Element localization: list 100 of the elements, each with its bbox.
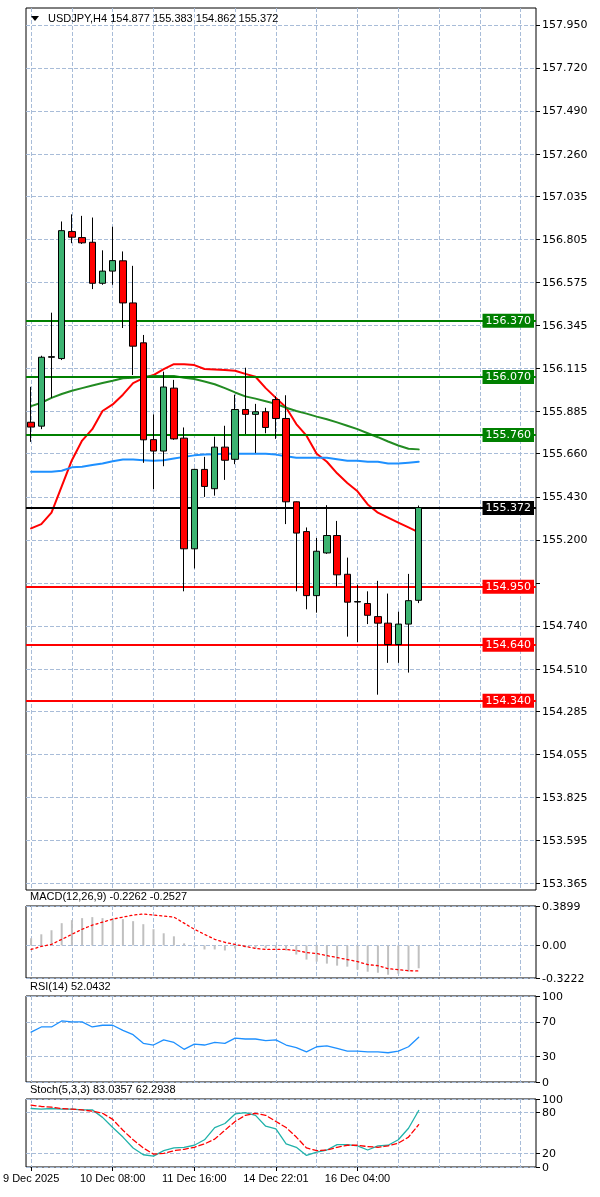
candlestick	[89, 217, 96, 290]
bar	[376, 945, 379, 973]
y-tick-label: 156.805	[542, 232, 588, 246]
ref-line-label: 154.340	[485, 694, 531, 708]
bar	[366, 945, 369, 972]
bar	[315, 945, 318, 962]
candlestick	[119, 250, 127, 329]
bar	[325, 945, 328, 964]
candlestick	[395, 611, 402, 664]
bar	[162, 933, 165, 946]
y-tick-label: 153.595	[542, 833, 588, 847]
y-tick-label: 0	[542, 1160, 549, 1174]
candlestick	[364, 590, 371, 625]
candlestick	[231, 394, 239, 465]
y-tick-label: 156.115	[542, 361, 588, 375]
x-tick-label: 14 Dec 22:01	[243, 1171, 309, 1184]
candlestick	[38, 355, 45, 430]
bar	[203, 945, 206, 950]
candlestick	[109, 226, 116, 286]
y-tick-label: 155.660	[542, 447, 588, 461]
bar	[387, 945, 390, 975]
candlestick	[242, 367, 249, 435]
bar	[121, 919, 124, 946]
chart-title: Stoch(5,3,3) 83.0357 62.2938	[30, 1082, 176, 1095]
y-tick-label: 30	[542, 1049, 556, 1063]
y-tick-label: 154.740	[542, 619, 588, 633]
y-tick-label: 156.345	[542, 318, 588, 332]
y-tick-label: 157.260	[542, 147, 588, 161]
bar	[132, 921, 135, 946]
line-series	[30, 913, 420, 972]
candlestick	[211, 436, 218, 497]
candlestick	[170, 379, 178, 441]
ref-line-label: 155.760	[485, 428, 531, 442]
bar	[234, 945, 237, 949]
y-tick-label: 70	[542, 1015, 556, 1029]
line-series	[30, 374, 420, 451]
bar	[407, 945, 410, 972]
bar	[40, 934, 43, 946]
bar	[172, 936, 175, 946]
bar	[91, 917, 94, 946]
y-tick-label: 155.200	[542, 533, 588, 547]
chart-title: RSI(14) 52.0432	[30, 979, 111, 992]
bar	[336, 945, 339, 966]
candlestick	[160, 371, 167, 467]
candlestick	[272, 395, 280, 440]
candlestick	[99, 249, 106, 286]
y-tick-label: 155.885	[542, 405, 588, 419]
y-tick-label: 157.035	[542, 189, 588, 203]
y-tick-label: 0.00	[542, 938, 567, 952]
y-tick-label: 154.285	[542, 704, 588, 718]
bar	[142, 924, 145, 946]
bar	[70, 920, 73, 946]
bar	[213, 945, 216, 950]
ref-line-label: 155.372	[485, 501, 531, 515]
candlestick	[48, 312, 55, 399]
bar	[285, 945, 288, 951]
bar	[356, 945, 359, 970]
y-tick-label: 100	[542, 1092, 563, 1106]
x-tick-label: 9 Dec 2025	[3, 1171, 60, 1184]
candlestick	[58, 220, 65, 361]
candlestick	[150, 413, 157, 490]
bar	[111, 918, 114, 946]
bar	[274, 945, 277, 949]
y-tick-label: 153.365	[542, 876, 588, 890]
ref-line-label: 154.640	[485, 638, 531, 652]
y-tick-label: 153.825	[542, 790, 588, 804]
candlestick	[262, 407, 269, 434]
line-series	[30, 452, 420, 473]
x-tick-label: 10 Dec 08:00	[80, 1171, 146, 1184]
chart-title: MACD(12,26,9) -0.2262 -0.2527	[30, 889, 188, 902]
y-tick-label: 100	[542, 989, 563, 1003]
bar	[223, 945, 226, 951]
y-tick-label: 157.950	[542, 18, 588, 32]
bar	[81, 918, 84, 946]
bar	[60, 923, 63, 946]
y-tick-label: 155.430	[542, 490, 588, 504]
bar	[346, 945, 349, 967]
candlestick	[405, 573, 412, 674]
bar	[417, 945, 420, 969]
y-tick-label: 0.3899	[542, 899, 581, 913]
bar	[101, 918, 104, 946]
y-tick-label: 0	[542, 1075, 549, 1089]
y-tick-label: 157.490	[542, 104, 588, 118]
y-tick-label: 80	[542, 1106, 556, 1120]
y-tick-label: 157.720	[542, 61, 588, 75]
candlestick	[313, 537, 320, 614]
candlestick	[354, 584, 361, 643]
y-tick-label: 154.055	[542, 747, 588, 761]
ref-line-label: 154.950	[485, 580, 531, 594]
y-tick-label: 154.510	[542, 662, 588, 676]
ref-line-label: 156.070	[485, 370, 531, 384]
candlestick	[129, 265, 137, 376]
x-tick-label: 16 Dec 04:00	[324, 1171, 391, 1184]
y-tick-label: 156.575	[542, 275, 588, 289]
x-tick-label: 11 Dec 16:00	[162, 1171, 227, 1184]
ref-line-label: 156.370	[485, 314, 531, 328]
candlestick	[68, 213, 76, 244]
candlestick	[252, 403, 259, 454]
line-series	[30, 1020, 420, 1054]
y-tick-label: -0.3222	[542, 971, 585, 985]
